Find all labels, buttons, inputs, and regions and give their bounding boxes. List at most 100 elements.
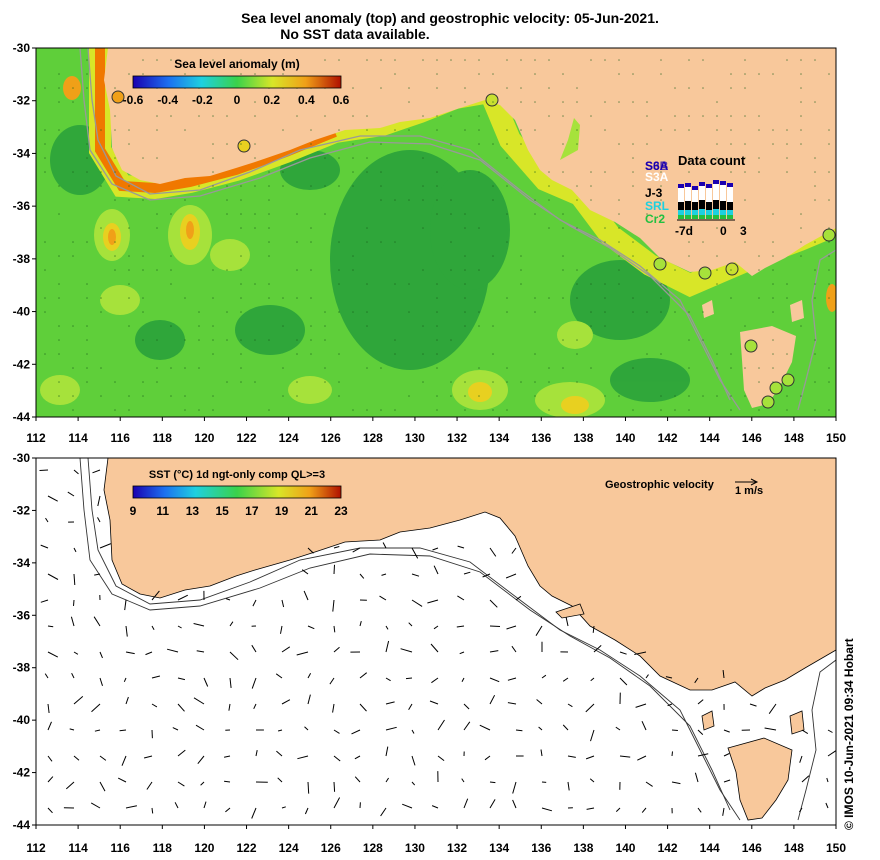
sla-dot [324,381,326,383]
sla-dot [226,143,228,145]
velocity-arrow [333,564,335,575]
sla-dot [254,101,256,103]
sla-dot [58,283,60,285]
velocity-arrow [172,727,179,731]
velocity-arrow [385,640,390,653]
velocity-arrow [307,781,310,794]
sla-dot [86,171,88,173]
velocity-scale-arrowhead [750,478,759,486]
sla-dot [646,353,648,355]
sla-dot [730,115,732,117]
sla-dot [716,255,718,257]
sla-colorbar-ticks: -0.6 -0.4 -0.2 0 0.2 0.4 0.6 [123,93,350,107]
sla-dot [562,255,564,257]
sla-dot [702,87,704,89]
sla-dot [86,353,88,355]
velocity-arrow [430,643,439,653]
sla-dot [436,213,438,215]
sla-dot [72,241,74,243]
velocity-arrow [121,755,127,766]
sla-dot [730,87,732,89]
sla-dot [86,143,88,145]
sla-dot [478,59,480,61]
velocity-arrow [505,573,517,579]
data-count-bar-segment [678,184,684,188]
y-tick-label: -42 [13,357,31,371]
land-king-island-top [702,300,714,318]
velocity-arrow [40,599,49,603]
velocity-arrow [70,616,75,627]
velocity-arrow [151,807,154,814]
sla-dot [702,395,704,397]
sla-dot [268,227,270,229]
sla-dot [100,367,102,369]
sla-dot [506,59,508,61]
x-tick-label: 130 [405,431,425,445]
velocity-arrow [671,729,678,731]
data-count-bar-segment [685,187,691,201]
velocity-arrow [151,675,161,679]
sla-dot [604,283,606,285]
velocity-arrow [411,729,415,734]
data-count-sat-s3a: S3A [645,170,669,184]
data-count-bar-segment [685,201,691,210]
sla-dot [128,325,130,327]
sla-dot [688,157,690,159]
sla-dot [478,311,480,313]
sla-dot [338,269,340,271]
sla-dot [828,367,830,369]
sla-dot [618,143,620,145]
sla-dot [758,409,760,411]
x-tick-label: 124 [279,841,299,855]
credit-text: © IMOS 10-Jun-2021 09:34 Hobart [842,638,856,830]
velocity-arrow [535,625,543,636]
velocity-arrow [482,573,491,578]
sla-dot [352,171,354,173]
sla-dot [268,283,270,285]
velocity-arrow [166,648,179,653]
sla-dot [660,171,662,173]
velocity-scale-label: 1 m/s [735,485,763,497]
sla-dot [758,255,760,257]
data-count-bar-segment [713,215,719,219]
sla-dot [492,255,494,257]
sla-dot [324,59,326,61]
sla-dot [534,129,536,131]
sla-dot [310,339,312,341]
sla-dot [394,283,396,285]
velocity-arrow [590,729,595,742]
sla-dot [786,409,788,411]
velocity-arrow [722,807,725,816]
velocity-arrow [645,781,653,787]
sla-dot [44,297,46,299]
x-tick-label: 126 [321,841,341,855]
colorbar-tick-label: 0 [234,93,241,107]
x-tick-label: 140 [615,431,635,445]
sla-dot [786,297,788,299]
velocity-arrow [94,729,101,732]
sla-dot [492,185,494,187]
velocity-arrow [73,599,75,606]
sla-dot [212,297,214,299]
sla-dot [786,283,788,285]
sla-dot [478,73,480,75]
velocity-arrow [489,650,499,653]
sla-dot [660,353,662,355]
sla-dot [534,171,536,173]
data-count-bar-segment [692,190,698,202]
sla-dot [744,367,746,369]
colorbar-tick-label: 0.2 [263,93,280,107]
velocity-arrow [697,807,702,813]
sla-dot [44,311,46,313]
sla-dot [212,395,214,397]
sla-dot [296,339,298,341]
x-tick-label: 140 [615,841,635,855]
sla-dot [534,213,536,215]
sla-dot [464,297,466,299]
velocity-arrow [585,703,595,713]
sla-dot [212,269,214,271]
x-tick-label: 144 [700,841,720,855]
sla-dot [44,269,46,271]
velocity-arrow [722,670,725,679]
sla-dot [366,129,368,131]
